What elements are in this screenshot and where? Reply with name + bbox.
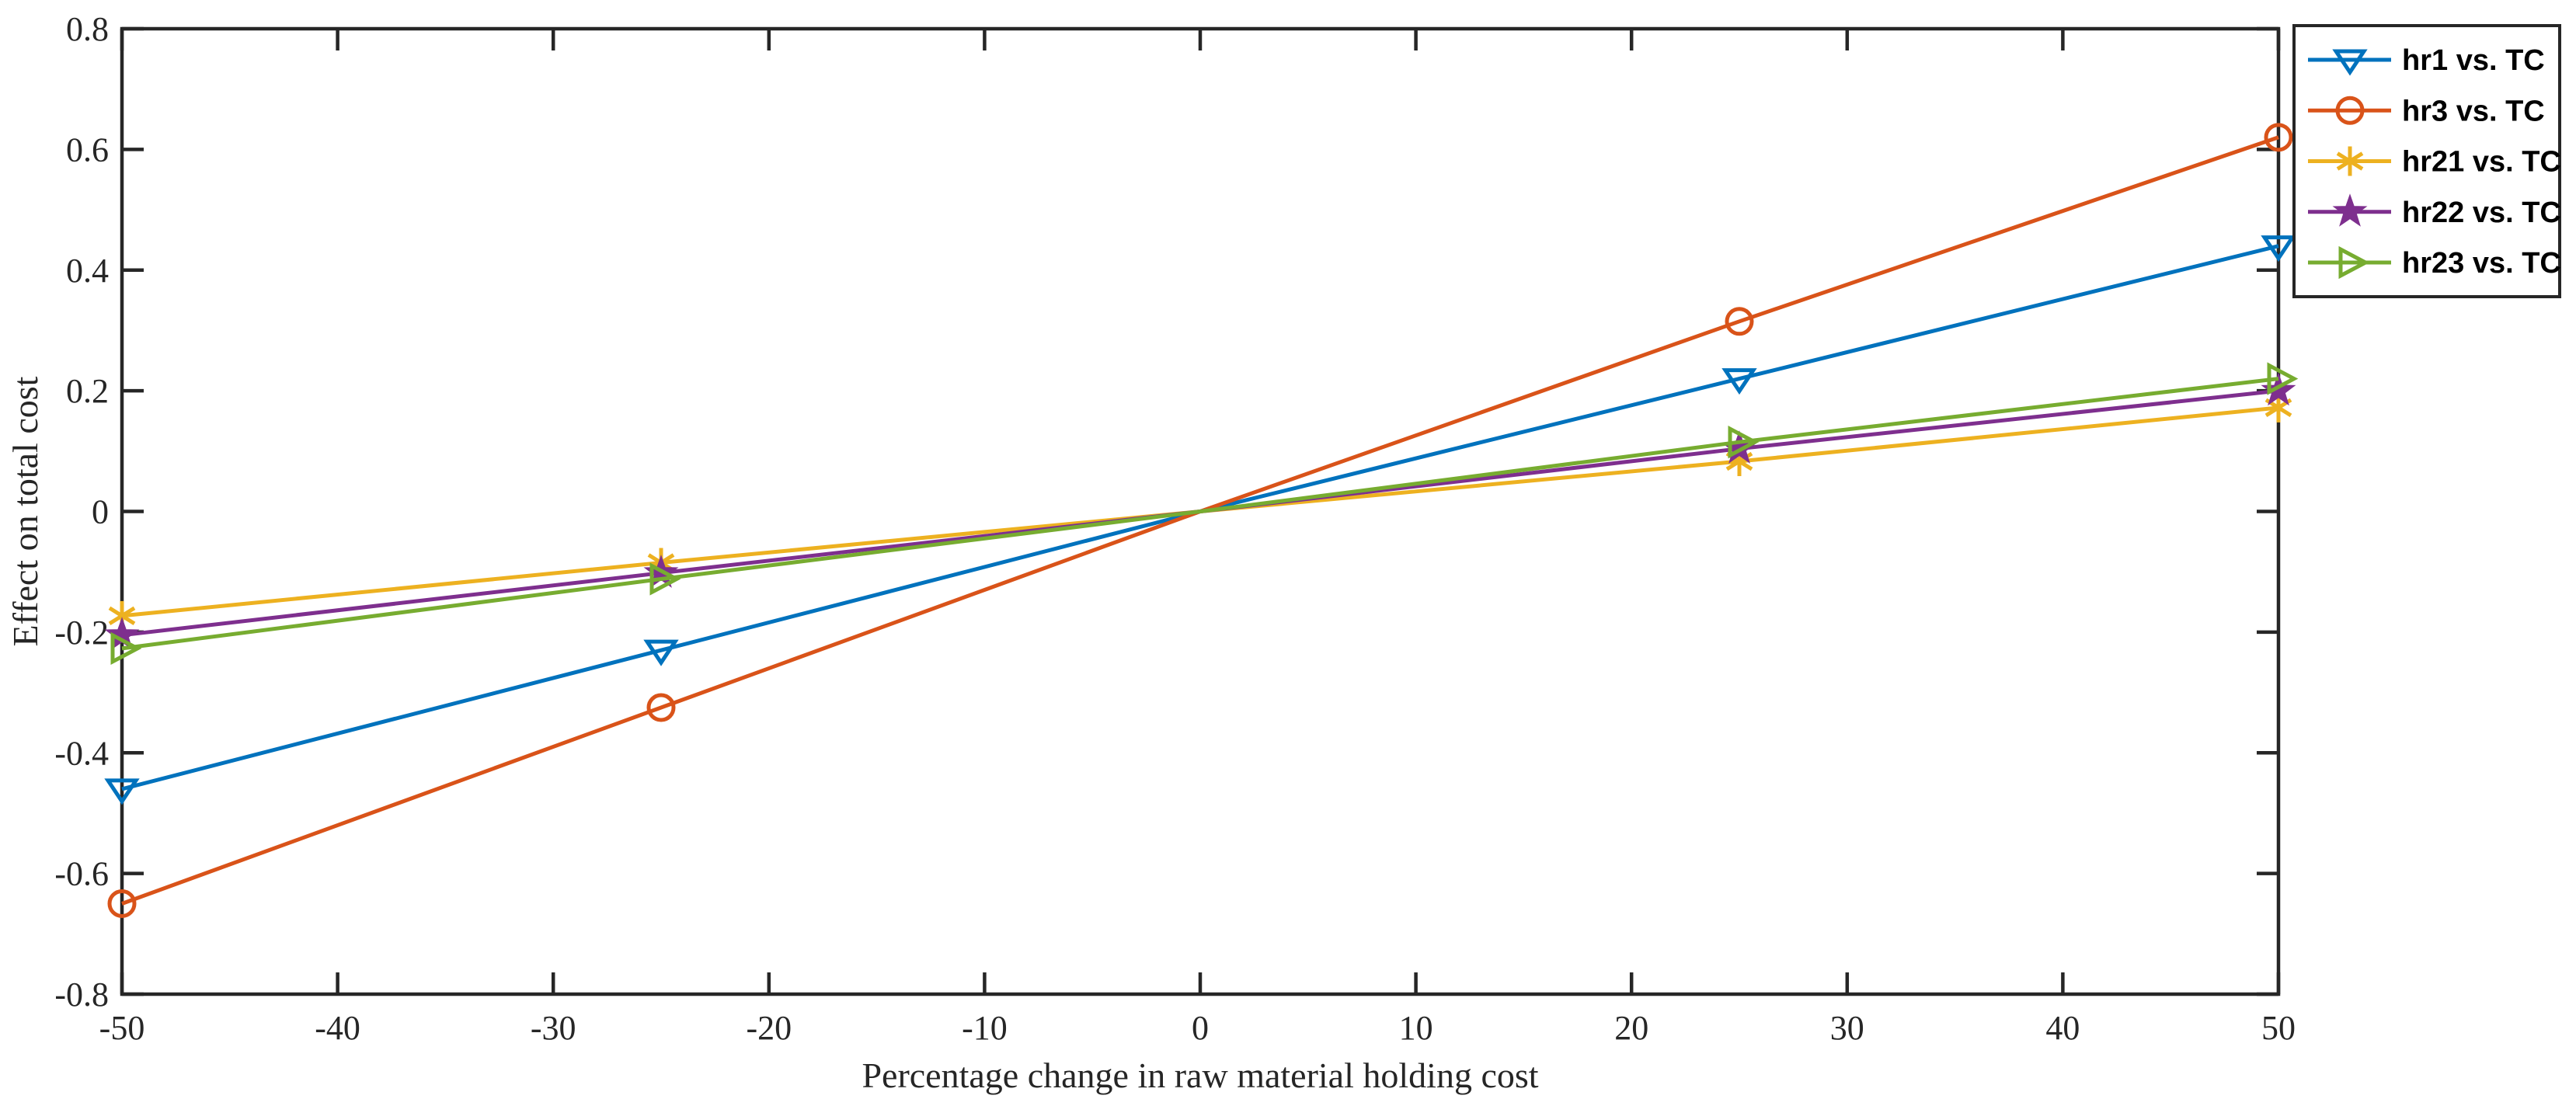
- y-tick-label: 0.6: [66, 130, 109, 169]
- legend-entry-hr22: hr22 vs. TC: [2308, 193, 2561, 229]
- x-tick-label: 0: [1192, 1009, 1209, 1047]
- axes: -50 -40 -30 -20 -10 0 10 20 30 40 50 0.8 0.6 0.4 0.2 0 -…: [54, 10, 2296, 1047]
- x-axis-title: Percentage change in raw material holdin…: [862, 1056, 1538, 1095]
- x-tick-label: -10: [962, 1009, 1008, 1047]
- y-tick-label: -0.6: [54, 855, 109, 893]
- x-tick-label: -50: [99, 1009, 145, 1047]
- legend-label: hr23 vs. TC: [2402, 247, 2561, 280]
- y-tick-label: -0.4: [54, 734, 109, 772]
- y-tick-label: 0.8: [66, 10, 109, 48]
- legend: hr1 vs. TC hr3 vs. TC hr21 vs. TC hr22 vs. …: [2292, 24, 2561, 298]
- y-tick-label: 0.2: [66, 372, 109, 410]
- x-tick-label: -40: [315, 1009, 360, 1047]
- legend-label: hr3 vs. TC: [2402, 95, 2545, 127]
- x-tick-label: -30: [531, 1009, 576, 1047]
- y-axis-title: Effect on total cost: [5, 376, 45, 646]
- y-tick-label: -0.2: [54, 614, 109, 652]
- legend-entry-hr1: hr1 vs. TC: [2308, 44, 2545, 77]
- series-hr3: [107, 123, 2293, 918]
- legend-label: hr22 vs. TC: [2402, 196, 2561, 229]
- x-tick-label: 10: [1399, 1009, 1433, 1047]
- legend-entry-hr3: hr3 vs. TC: [2308, 95, 2545, 127]
- legend-entry-hr21: hr21 vs. TC: [2308, 146, 2561, 179]
- y-tick-label: -0.8: [54, 976, 109, 1014]
- y-tick-label: 0: [92, 493, 109, 531]
- legend-label: hr1 vs. TC: [2402, 44, 2545, 77]
- y-tick-label: 0.4: [66, 252, 109, 290]
- series-hr23: [110, 362, 2299, 666]
- legend-entry-hr23: hr23 vs. TC: [2308, 245, 2561, 280]
- x-tick-label: 50: [2261, 1009, 2296, 1047]
- x-tick-label: 40: [2045, 1009, 2080, 1047]
- x-tick-label: -20: [746, 1009, 792, 1047]
- series-hr1: [104, 235, 2296, 805]
- legend-label: hr21 vs. TC: [2402, 146, 2561, 179]
- x-tick-label: 30: [1830, 1009, 1864, 1047]
- x-tick-label: 20: [1614, 1009, 1648, 1047]
